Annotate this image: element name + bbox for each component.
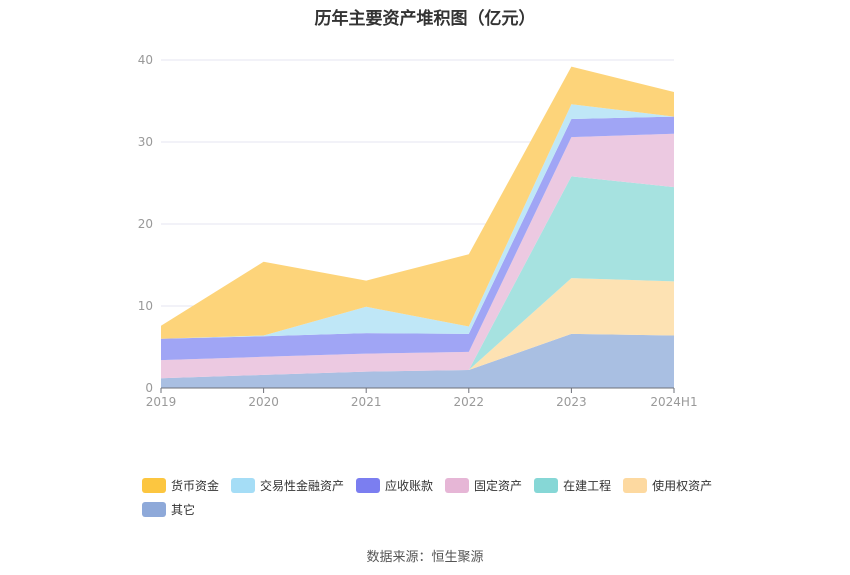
legend-swatch (231, 477, 256, 493)
legend-swatch (142, 477, 166, 493)
legend-label: 应收账款 (385, 478, 434, 493)
chart-title: 历年主要资产堆积图（亿元） (314, 9, 536, 29)
legend-label: 使用权资产 (652, 478, 713, 493)
stacked-area-chart: 0 10 20 30 40 2019 2020 2021 2022 2023 2024H1 (138, 53, 698, 409)
y-tick-label: 40 (138, 53, 153, 67)
legend-item[interactable]: 其它 (142, 497, 195, 521)
legend-item[interactable]: 应收账款 (356, 473, 433, 497)
x-tick-label: 2019 (146, 395, 177, 409)
area-series (161, 278, 674, 379)
area-series (161, 133, 674, 379)
data-source: 数据来源：恒生聚源 (366, 550, 484, 565)
legend-swatch (445, 477, 470, 493)
area-series (161, 176, 674, 379)
area-series (161, 104, 674, 339)
x-tick-label: 2024H1 (650, 395, 697, 409)
y-tick-label: 10 (138, 299, 153, 313)
y-tick-label: 30 (138, 135, 153, 149)
legend-label: 其它 (171, 502, 196, 517)
legend-swatch (623, 477, 648, 493)
legend-label: 在建工程 (563, 478, 612, 493)
legend-item[interactable]: 交易性金融资产 (231, 473, 344, 497)
x-tick-label: 2020 (248, 395, 279, 409)
x-tick-label: 2023 (556, 395, 587, 409)
area-series (161, 116, 674, 361)
area-series (161, 66, 674, 339)
legend-item[interactable]: 在建工程 (534, 473, 611, 497)
chart-legend: 货币资金 交易性金融资产 应收账款 固定资产 在建工程 使用权资产其它 (142, 473, 742, 521)
legend-label: 固定资产 (474, 478, 523, 493)
x-tick-label: 2022 (454, 395, 485, 409)
legend-label: 货币资金 (171, 478, 220, 493)
legend-item[interactable]: 货币资金 (142, 473, 219, 497)
legend-swatch (356, 477, 381, 493)
area-series (161, 333, 674, 388)
y-tick-label: 0 (145, 381, 153, 395)
legend-swatch (142, 501, 166, 517)
legend-swatch (534, 477, 559, 493)
y-tick-label: 20 (138, 217, 153, 231)
legend-label: 交易性金融资产 (260, 478, 345, 493)
legend-item[interactable]: 固定资产 (445, 473, 522, 497)
x-tick-label: 2021 (351, 395, 382, 409)
legend-item[interactable]: 使用权资产 (623, 473, 712, 497)
